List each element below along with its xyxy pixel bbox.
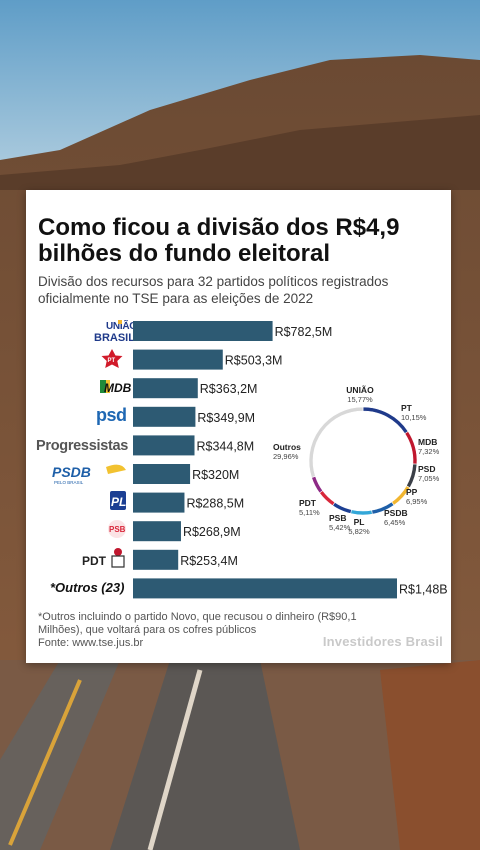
bar-value-label-3: R$363,2M — [200, 382, 258, 396]
donut-label-psd: PSD — [418, 464, 435, 474]
logo-pl-text: PL — [111, 495, 126, 509]
mdb-flag-icon — [100, 380, 106, 393]
logo-mdb-text: MDB — [104, 381, 132, 395]
bar-2 — [133, 349, 223, 370]
bar-value-label-6: R$320M — [192, 468, 239, 482]
logo-mdb: MDB — [100, 380, 132, 395]
logo-progressistas-text: Progressistas — [36, 438, 128, 454]
donut-value-outros: 29,96% — [273, 452, 299, 461]
donut-value-pt: 10,15% — [401, 413, 427, 422]
logo-progressistas: Progressistas — [36, 438, 129, 454]
pdt-rose-icon — [114, 548, 122, 556]
donut-value-pl: 5,82% — [348, 527, 370, 536]
logo-psdb-sub: PELO BRASIL — [54, 480, 84, 485]
donut-label-mdb: MDB — [418, 437, 437, 447]
donut-value-pdt: 5,11% — [299, 508, 320, 517]
donut-value-mdb: 7,32% — [418, 447, 440, 456]
infographic-card: Como ficou a divisão dos R$4,9 bilhões d… — [26, 190, 451, 663]
donut-label-pl: PL — [354, 517, 365, 527]
party-logos: UNIÃO BRASIL PT MDB psd Progressistas — [36, 319, 138, 595]
bar-value-label-1: R$782,5M — [275, 325, 333, 339]
bar-6 — [133, 464, 191, 484]
logo-pdt-text: PDT — [82, 554, 107, 568]
pt-star-icon — [101, 349, 123, 368]
donut-value-pp: 6,95% — [406, 497, 428, 506]
source-note: Fonte: www.tse.jus.br — [38, 637, 144, 649]
bar-value-label-10: R$1,48B — [399, 582, 448, 596]
logo-psb: PSB — [108, 520, 126, 538]
footnote: *Outros incluindo o partido Novo, que re… — [38, 611, 357, 636]
psb-emblem-icon — [108, 520, 126, 538]
donut-slice-pl — [332, 501, 352, 514]
bar-value-label-8: R$268,9M — [183, 525, 241, 539]
bar-5 — [133, 435, 195, 456]
donut-label-pp: PP — [406, 487, 418, 497]
chart-subtitle: Divisão dos recursos para 32 partidos po… — [38, 274, 389, 306]
donut-slice-mdb — [406, 463, 418, 489]
bar-4 — [133, 406, 196, 427]
bar-value-label-5: R$344,8M — [197, 439, 255, 453]
donut-slice-psdb — [350, 509, 373, 516]
donut-label-pt: PT — [401, 403, 413, 413]
mdb-flag-yellow — [106, 380, 110, 393]
bar-3 — [133, 378, 198, 399]
donut-value-psb: 5,42% — [329, 523, 351, 532]
bar-value-label-7: R$288,5M — [186, 497, 244, 511]
logo-uniao-line1: UNIÃO — [106, 319, 137, 332]
uniao-accent-icon — [118, 320, 122, 324]
donut-value-psdb: 6,45% — [384, 518, 406, 527]
logo-pt-text: PT — [108, 358, 116, 364]
logo-pl: PL — [110, 491, 126, 510]
donut-value-união: 15,77% — [347, 395, 373, 404]
psdb-toucan-icon — [106, 464, 126, 474]
bar-10 — [133, 578, 397, 599]
donut-value-psd: 7,05% — [418, 474, 440, 483]
bar-9 — [133, 549, 179, 570]
chart-title: Como ficou a divisão dos R$4,9 bilhões d… — [38, 214, 400, 267]
donut-slice-outros — [308, 406, 364, 478]
logo-uniao-line2: BRASIL — [94, 332, 135, 344]
bar-8 — [133, 521, 181, 542]
logo-pdt: PDT — [82, 548, 125, 568]
donut-label-psb: PSB — [329, 513, 346, 523]
donut-slice-pt — [404, 430, 418, 465]
bar-value-label-9: R$253,4M — [180, 554, 238, 568]
bar-value-label-4: R$349,9M — [197, 411, 255, 425]
donut-label-outros: Outros — [273, 442, 301, 452]
donut-slice-pdt — [311, 475, 324, 494]
logo-psd: psd — [96, 405, 127, 425]
bar-series: R$782,5M R$503,3M R$363,2M R$349,9M R$344,8M… — [133, 321, 448, 599]
bar-value-label-2: R$503,3M — [225, 354, 283, 368]
pdt-hand-icon — [111, 555, 125, 568]
chart-area: UNIÃO BRASIL PT MDB psd Progressistas — [36, 319, 448, 599]
logo-psdb-text: PSDB — [52, 464, 91, 480]
bar-7 — [133, 492, 185, 513]
logo-psb-text: PSB — [109, 525, 126, 534]
donut-label-pdt: PDT — [299, 498, 317, 508]
donut-slice-psb — [319, 490, 336, 507]
pl-badge-icon — [110, 491, 126, 510]
donut-label-psdb: PSDB — [384, 508, 408, 518]
logo-psdb: PSDB PELO BRASIL — [52, 464, 126, 485]
logo-uniao-brasil: UNIÃO BRASIL — [94, 319, 138, 344]
watermark-logo: Investidores Brasil — [322, 634, 443, 649]
logo-psd-text: psd — [96, 405, 127, 425]
bar-1 — [133, 321, 273, 341]
label-outros: *Outros (23) — [50, 580, 124, 595]
donut-label-união: UNIÃO — [346, 385, 374, 395]
logo-pt: PT — [101, 349, 123, 368]
